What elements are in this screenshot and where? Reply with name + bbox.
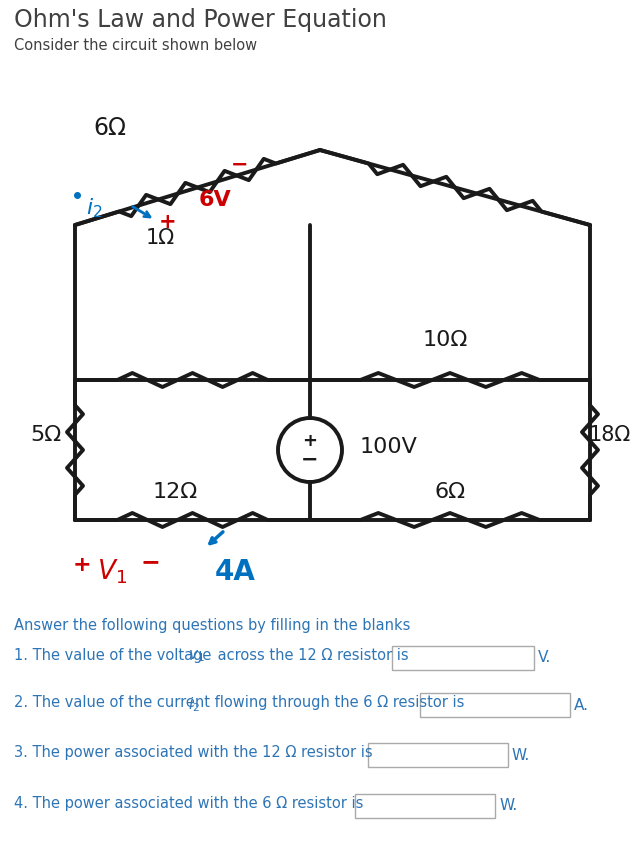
Text: 5Ω: 5Ω (30, 425, 61, 445)
Text: 18Ω: 18Ω (589, 425, 631, 445)
Text: 3. The power associated with the 12 Ω resistor is: 3. The power associated with the 12 Ω re… (14, 745, 372, 760)
Text: +: + (159, 212, 177, 232)
Text: $V_1$: $V_1$ (97, 558, 127, 586)
Text: −: − (301, 450, 319, 470)
Text: $i_2$: $i_2$ (86, 197, 102, 220)
Text: 6Ω: 6Ω (435, 482, 465, 502)
Text: Answer the following questions by filling in the blanks: Answer the following questions by fillin… (14, 618, 410, 633)
Text: 12Ω: 12Ω (152, 482, 198, 502)
Text: flowing through the 6 Ω resistor is: flowing through the 6 Ω resistor is (210, 695, 465, 710)
Text: 1Ω: 1Ω (145, 228, 175, 248)
Text: $v_1$: $v_1$ (188, 648, 205, 663)
Text: W.: W. (512, 747, 531, 762)
Text: Ohm's Law and Power Equation: Ohm's Law and Power Equation (14, 8, 387, 32)
Text: 4. The power associated with the 6 Ω resistor is: 4. The power associated with the 6 Ω res… (14, 796, 364, 811)
Text: 4A: 4A (214, 558, 255, 586)
Text: 6V: 6V (198, 190, 232, 210)
Text: +: + (73, 555, 92, 575)
Text: Consider the circuit shown below: Consider the circuit shown below (14, 38, 257, 53)
Text: 6Ω: 6Ω (93, 116, 127, 140)
FancyBboxPatch shape (392, 646, 534, 670)
Text: +: + (303, 432, 317, 450)
FancyBboxPatch shape (368, 743, 508, 767)
Text: A.: A. (574, 697, 589, 713)
Text: 2. The value of the current: 2. The value of the current (14, 695, 214, 710)
Text: −: − (140, 550, 160, 574)
FancyBboxPatch shape (355, 794, 495, 818)
Text: V.: V. (538, 650, 551, 665)
Text: 1. The value of the voltage: 1. The value of the voltage (14, 648, 216, 663)
Text: across the 12 Ω resistor is: across the 12 Ω resistor is (213, 648, 408, 663)
Text: 10Ω: 10Ω (422, 330, 468, 350)
Text: 100V: 100V (360, 437, 418, 457)
Text: W.: W. (499, 798, 517, 813)
FancyBboxPatch shape (420, 693, 570, 717)
Text: $i_2$: $i_2$ (188, 695, 200, 714)
Text: −: − (231, 155, 249, 175)
